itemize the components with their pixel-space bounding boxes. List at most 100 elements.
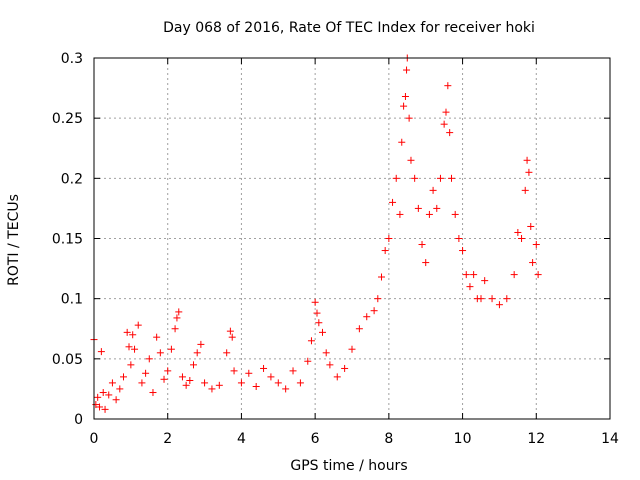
data-point <box>503 295 511 303</box>
y-tick-label: 0.3 <box>61 51 83 67</box>
data-point <box>466 283 474 291</box>
data-point <box>304 357 312 365</box>
data-point <box>385 235 393 242</box>
x-tick-label: 4 <box>237 431 246 447</box>
y-axis-label: ROTI / TECUs <box>6 194 22 286</box>
data-point <box>105 391 113 399</box>
data-point <box>400 102 408 110</box>
data-point <box>315 319 323 327</box>
data-point <box>448 174 456 182</box>
x-tick-label: 14 <box>601 431 619 447</box>
data-point <box>167 345 175 353</box>
data-point <box>322 349 330 357</box>
data-point <box>396 210 404 218</box>
data-point <box>245 369 253 377</box>
data-point <box>193 349 201 357</box>
data-point <box>370 307 378 315</box>
data-point <box>422 259 430 267</box>
data-point <box>425 210 433 218</box>
x-axis-label: GPS time / hours <box>290 458 407 474</box>
data-point <box>333 373 341 381</box>
data-point <box>145 355 153 363</box>
data-point <box>392 174 400 182</box>
data-point <box>459 247 467 255</box>
x-tick-label: 8 <box>384 431 393 447</box>
data-point <box>307 337 315 345</box>
data-point <box>160 375 168 383</box>
data-point <box>429 186 437 194</box>
data-point <box>374 295 382 303</box>
data-point <box>125 343 133 351</box>
data-point <box>197 340 205 348</box>
data-point <box>495 301 503 309</box>
data-points <box>90 54 542 413</box>
data-point <box>527 222 535 230</box>
data-point <box>282 385 290 393</box>
plot-frame <box>93 57 611 420</box>
data-point <box>226 327 234 335</box>
data-point <box>289 367 297 375</box>
data-point <box>341 364 349 372</box>
grid <box>94 58 610 419</box>
data-point <box>401 93 409 101</box>
data-point <box>319 328 327 336</box>
data-point <box>164 367 172 375</box>
y-axis-ticks: 0 0.05 0.1 0.15 0.2 0.25 0.3 <box>52 51 610 428</box>
data-point <box>129 331 137 339</box>
data-point <box>529 259 537 267</box>
data-point <box>138 379 146 387</box>
data-point <box>149 389 157 397</box>
data-point <box>510 271 518 279</box>
data-point <box>313 309 321 317</box>
data-point <box>127 361 135 369</box>
data-point <box>444 82 452 90</box>
data-point <box>171 325 179 333</box>
data-point <box>436 174 444 182</box>
data-point <box>440 120 448 128</box>
data-point <box>267 373 275 381</box>
data-point <box>381 247 389 255</box>
data-point <box>470 271 478 279</box>
data-point <box>156 349 164 357</box>
data-point <box>237 379 245 387</box>
data-point <box>230 367 238 375</box>
data-point <box>153 333 161 341</box>
data-point <box>119 373 127 381</box>
data-point <box>481 277 489 285</box>
data-point <box>348 345 356 353</box>
data-point <box>274 379 282 387</box>
data-point <box>201 379 209 387</box>
data-point <box>521 186 529 194</box>
data-point <box>525 168 533 176</box>
data-point <box>403 66 411 74</box>
data-point <box>389 198 397 206</box>
y-tick-label: 0.25 <box>52 111 83 127</box>
data-point <box>442 108 450 116</box>
data-point <box>411 174 419 182</box>
data-point <box>186 376 194 384</box>
data-point <box>451 210 459 218</box>
data-point <box>455 235 463 242</box>
data-point <box>208 385 216 393</box>
data-point <box>514 228 522 236</box>
data-point <box>326 361 334 369</box>
data-point <box>112 396 120 404</box>
data-point <box>173 314 181 322</box>
data-point <box>260 364 268 372</box>
y-tick-label: 0.2 <box>61 171 83 187</box>
data-point <box>405 114 413 122</box>
data-point <box>398 138 406 146</box>
data-point <box>131 345 139 353</box>
data-point <box>178 373 186 381</box>
data-point <box>311 298 319 306</box>
data-point <box>534 271 542 279</box>
data-point <box>462 271 470 279</box>
data-point <box>99 389 107 397</box>
data-point <box>433 204 441 212</box>
y-tick-label: 0.05 <box>52 352 83 368</box>
x-tick-label: 10 <box>454 431 472 447</box>
data-point <box>414 204 422 212</box>
x-tick-label: 0 <box>90 431 99 447</box>
y-tick-label: 0.1 <box>61 292 83 308</box>
